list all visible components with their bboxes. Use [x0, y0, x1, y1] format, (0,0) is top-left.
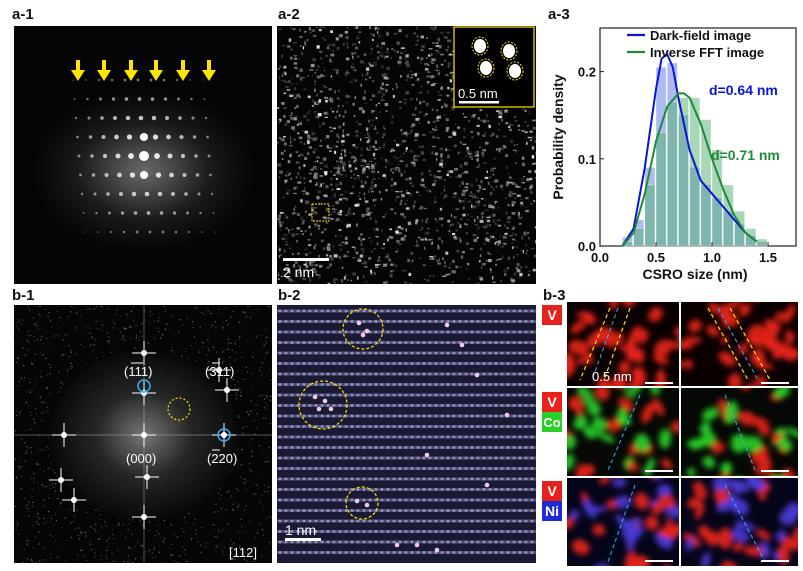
yellow-arrows — [71, 60, 216, 81]
tag-bg-v — [542, 305, 562, 325]
dark-field-svg: 0.5 nm 2 nm — [277, 26, 536, 284]
panel-label-b3: b-3 — [543, 287, 566, 304]
lattice-image: 1 nm — [277, 305, 536, 563]
elemental-map-tile — [567, 302, 679, 386]
histogram-bar — [689, 97, 701, 247]
annotation-dark-field: d=0.64 nm — [709, 82, 778, 98]
panel-label-a3: a-3 — [548, 6, 570, 23]
inset-scale-bar — [459, 101, 499, 104]
series-line — [621, 52, 758, 247]
element-tag-ni: Ni — [545, 503, 559, 519]
histogram-bar — [633, 228, 645, 247]
csro-region-circle — [298, 380, 348, 430]
legend: Dark-field image Inverse FFT image — [627, 28, 764, 60]
csro-region-circle — [342, 308, 384, 350]
histogram-bar — [678, 97, 689, 247]
lattice-svg: 1 nm — [277, 308, 536, 554]
csro-region-circle — [345, 486, 379, 520]
inset-frame — [453, 26, 535, 108]
elemental-map-tile — [567, 388, 679, 476]
inset-atoms — [471, 36, 524, 81]
scale-text: 0.5 nm — [592, 369, 632, 384]
histogram-bar — [756, 238, 768, 247]
tag-bg-v — [542, 392, 562, 412]
legend-text-dark-field: Dark-field image — [650, 28, 751, 43]
histogram-chart: 0.0 0.5 1.0 1.5 0.0 0.1 0.2 CSRO size (nm) Pro… — [545, 22, 800, 284]
scale-text: 1 nm — [285, 522, 316, 538]
y-tick-label: 0.0 — [578, 239, 596, 254]
fft-pattern-image: (111) (311) (000) (220) [112] — [14, 305, 272, 563]
histogram-bar — [644, 184, 656, 247]
element-tag-v: V — [547, 483, 557, 499]
series-line — [621, 92, 758, 247]
diffraction-spots — [72, 78, 216, 234]
label-220: (220) — [207, 451, 237, 466]
elemental-map-tile — [681, 478, 798, 566]
diffraction-pattern-image — [14, 26, 272, 284]
diffraction-pattern-svg — [34, 60, 254, 251]
elemental-maps: 0.5 nm V V Co V Ni — [540, 300, 802, 568]
scale-bar — [285, 538, 321, 541]
y-axis-label: Probability density — [550, 74, 566, 199]
elemental-map-tile — [567, 478, 679, 566]
tag-bg-ni — [542, 501, 562, 521]
x-axis-label: CSRO size (nm) — [642, 266, 747, 282]
y-tick-label: 0.1 — [578, 152, 596, 167]
x-tick-label: 0.5 — [647, 250, 665, 265]
marker-220 — [217, 428, 231, 442]
legend-text-inverse-fft: Inverse FFT image — [650, 45, 764, 60]
element-tag-v: V — [547, 307, 557, 323]
elemental-map-tile — [681, 388, 798, 476]
histogram-bar — [711, 149, 723, 247]
histogram-bar — [666, 101, 678, 247]
histogram-bar — [622, 241, 633, 247]
elemental-maps-svg: 0.5 nm V V Co V Ni — [542, 302, 798, 566]
y-tick-label: 0.2 — [578, 65, 596, 80]
fft-svg: (111) (311) (000) (220) [112] — [14, 305, 272, 563]
scale-bar — [283, 258, 329, 261]
highlight-box — [311, 203, 330, 222]
dark-field-image: 0.5 nm 2 nm — [277, 26, 536, 284]
trace-lines — [579, 307, 771, 563]
histogram-bar — [655, 132, 667, 247]
x-tick-label: 0.0 — [591, 250, 609, 265]
label-311: (311) — [205, 364, 234, 379]
histogram-bar — [700, 119, 712, 247]
csro-spot-marker — [167, 397, 191, 421]
annotation-inverse-fft: d=0.71 nm — [711, 147, 780, 163]
histogram-bar — [734, 210, 745, 247]
element-tags: V V Co V Ni — [542, 305, 562, 521]
panel-label-a1: a-1 — [12, 6, 34, 23]
panel-label-b1: b-1 — [12, 287, 35, 304]
histogram-svg: 0.0 0.5 1.0 1.5 0.0 0.1 0.2 CSRO size (nm) Pro… — [550, 27, 797, 282]
inset-scale-text: 0.5 nm — [458, 86, 498, 101]
element-tag-v: V — [547, 394, 557, 410]
panel-label-b2: b-2 — [278, 287, 301, 304]
zone-axis-label: [112] — [229, 545, 257, 560]
label-000: (000) — [126, 451, 156, 466]
marker-111 — [137, 379, 151, 393]
panel-label-a2: a-2 — [278, 6, 300, 23]
x-tick-label: 1.5 — [759, 250, 777, 265]
scale-text: 2 nm — [283, 264, 314, 280]
element-tag-co: Co — [543, 415, 560, 430]
x-tick-label: 1.0 — [703, 250, 721, 265]
label-111: (111) — [124, 364, 152, 379]
tag-bg-co — [542, 412, 562, 432]
elemental-map-tile — [681, 302, 798, 386]
tag-bg-v — [542, 481, 562, 501]
scale-bars — [645, 382, 789, 562]
